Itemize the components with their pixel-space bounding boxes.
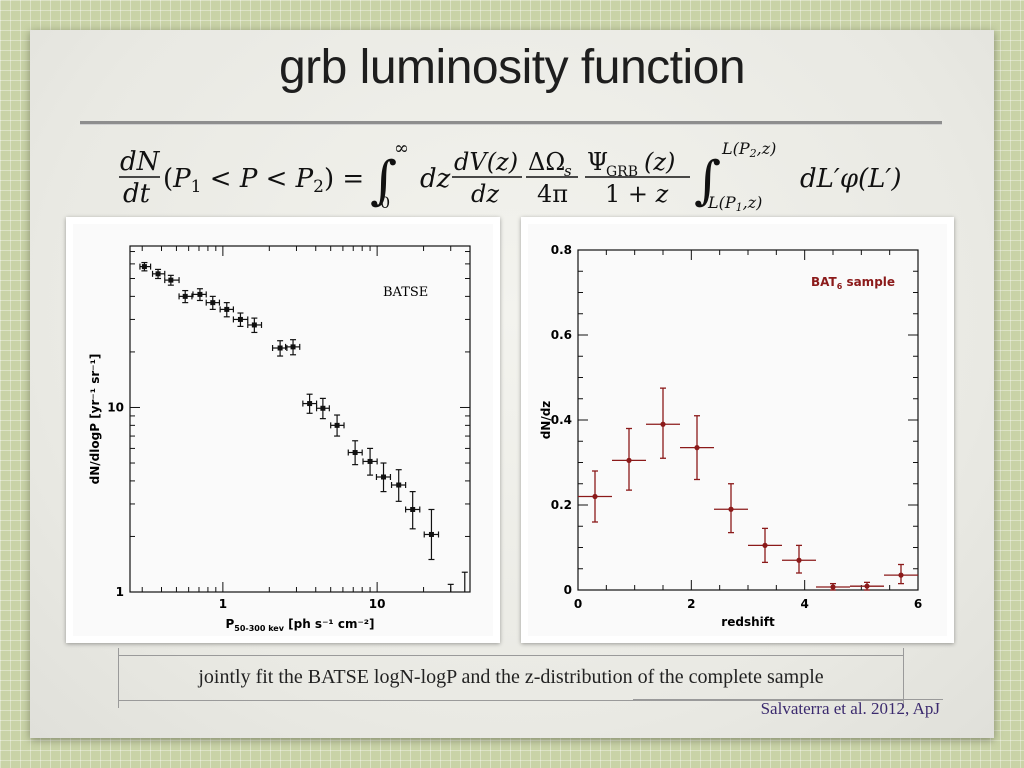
data-point [277, 345, 283, 351]
y-tick-label: 10 [107, 400, 124, 414]
data-point [660, 421, 666, 427]
data-point [237, 316, 243, 322]
svg-text:(z): (z) [644, 148, 675, 176]
batse-lognlogp-panel: 1 10 1 10 P50-300 kev [ph s⁻¹ cm⁻²] dN/dlogP … [66, 217, 500, 643]
data-point [334, 422, 340, 428]
svg-text:dN: dN [120, 147, 161, 177]
data-point [141, 264, 147, 270]
x-tick-label: 0 [574, 597, 582, 611]
svg-text:∞: ∞ [394, 138, 409, 159]
slide-caption: jointly fit the BATSE logN-logP and the … [198, 666, 824, 688]
data-point [320, 405, 326, 411]
data-point [381, 474, 387, 480]
data-point [210, 300, 216, 306]
data-point [396, 482, 402, 488]
x-tick-label: 1 [219, 597, 227, 611]
plot-frame [129, 245, 471, 593]
svg-text:ΔΩ: ΔΩ [528, 148, 565, 176]
svg-text:∫: ∫ [370, 151, 397, 211]
svg-text:GRB: GRB [606, 164, 638, 180]
svg-text:s: s [564, 162, 572, 180]
x-axis-label: P50-300 kev [ph s⁻¹ cm⁻²] [225, 617, 374, 633]
data-point [626, 457, 632, 463]
svg-text:dz: dz [420, 164, 451, 194]
data-point [592, 493, 598, 500]
x-axis-label: redshift [721, 615, 775, 629]
data-point [898, 572, 904, 578]
data-point [251, 322, 257, 328]
y-tick-label: 0.8 [551, 243, 572, 257]
data-point [197, 291, 203, 297]
data-point [224, 306, 230, 312]
data-point [762, 542, 768, 548]
caption-box: jointly fit the BATSE logN-logP and the … [118, 648, 904, 708]
data-point [168, 277, 174, 283]
bat6-annotation: BAT6 sample [811, 275, 895, 291]
svg-text:L(P2,z): L(P2,z) [721, 139, 776, 160]
svg-text:L(P1,z): L(P1,z) [707, 193, 762, 214]
svg-text:dt: dt [123, 179, 151, 209]
data-point [352, 450, 358, 456]
plot-frame [577, 249, 919, 591]
svg-text:(P1 < P < P2) =: (P1 < P < P2) = [163, 164, 364, 197]
data-point [290, 344, 296, 350]
slide-title: grb luminosity function [278, 41, 746, 94]
data-point [694, 445, 700, 451]
y-tick-label: 0.4 [551, 413, 572, 427]
data-point [830, 584, 836, 590]
svg-text:dL′φ(L′): dL′φ(L′) [800, 164, 901, 194]
svg-text:dV(z): dV(z) [454, 148, 518, 176]
data-point [307, 401, 313, 407]
svg-text:0: 0 [380, 193, 390, 212]
batse-lognlogp-chart: 1 10 1 10 P50-300 kev [ph s⁻¹ cm⁻²] dN/dlogP … [88, 245, 471, 633]
data-point [428, 531, 434, 537]
citation: Salvaterra et al. 2012, ApJ [760, 699, 940, 718]
svg-text:1 + z: 1 + z [605, 180, 669, 208]
x-tick-label: 10 [369, 597, 386, 611]
data-point [367, 458, 373, 464]
svg-text:∫: ∫ [694, 151, 721, 211]
y-tick-label: 0.2 [551, 498, 572, 512]
redshift-distribution-panel: 0 2 4 6 0 0.2 0.4 0.6 0.8 redshift dN/dz BAT6 sampl… [521, 217, 954, 643]
data-point [728, 506, 734, 512]
y-tick-label: 1 [116, 585, 124, 599]
y-axis-label: dN/dz [539, 401, 553, 440]
x-tick-label: 2 [687, 597, 695, 611]
redshift-distribution-chart: 0 2 4 6 0 0.2 0.4 0.6 0.8 redshift dN/dz BAT6 sampl… [539, 243, 922, 629]
svg-text:dz: dz [471, 180, 499, 208]
data-point [182, 293, 188, 299]
y-tick-label: 0 [564, 583, 572, 597]
title-rule [80, 121, 942, 125]
data-point [864, 583, 870, 589]
citation-rule [633, 699, 943, 700]
data-point [155, 271, 161, 277]
luminosity-function-formula: dN dt (P1 < P < P2) = ∫ ∞ 0 dz dV(z) dz … [119, 138, 901, 214]
svg-text:Ψ: Ψ [587, 148, 608, 176]
data-point [410, 506, 416, 512]
x-tick-label: 4 [800, 597, 808, 611]
x-tick-label: 6 [914, 597, 922, 611]
y-axis-label: dN/dlogP [yr⁻¹ sr⁻¹] [88, 354, 102, 485]
batse-annotation: BATSE [383, 285, 428, 300]
data-point [796, 557, 802, 563]
svg-text:4π: 4π [537, 180, 568, 208]
y-tick-label: 0.6 [551, 328, 572, 342]
